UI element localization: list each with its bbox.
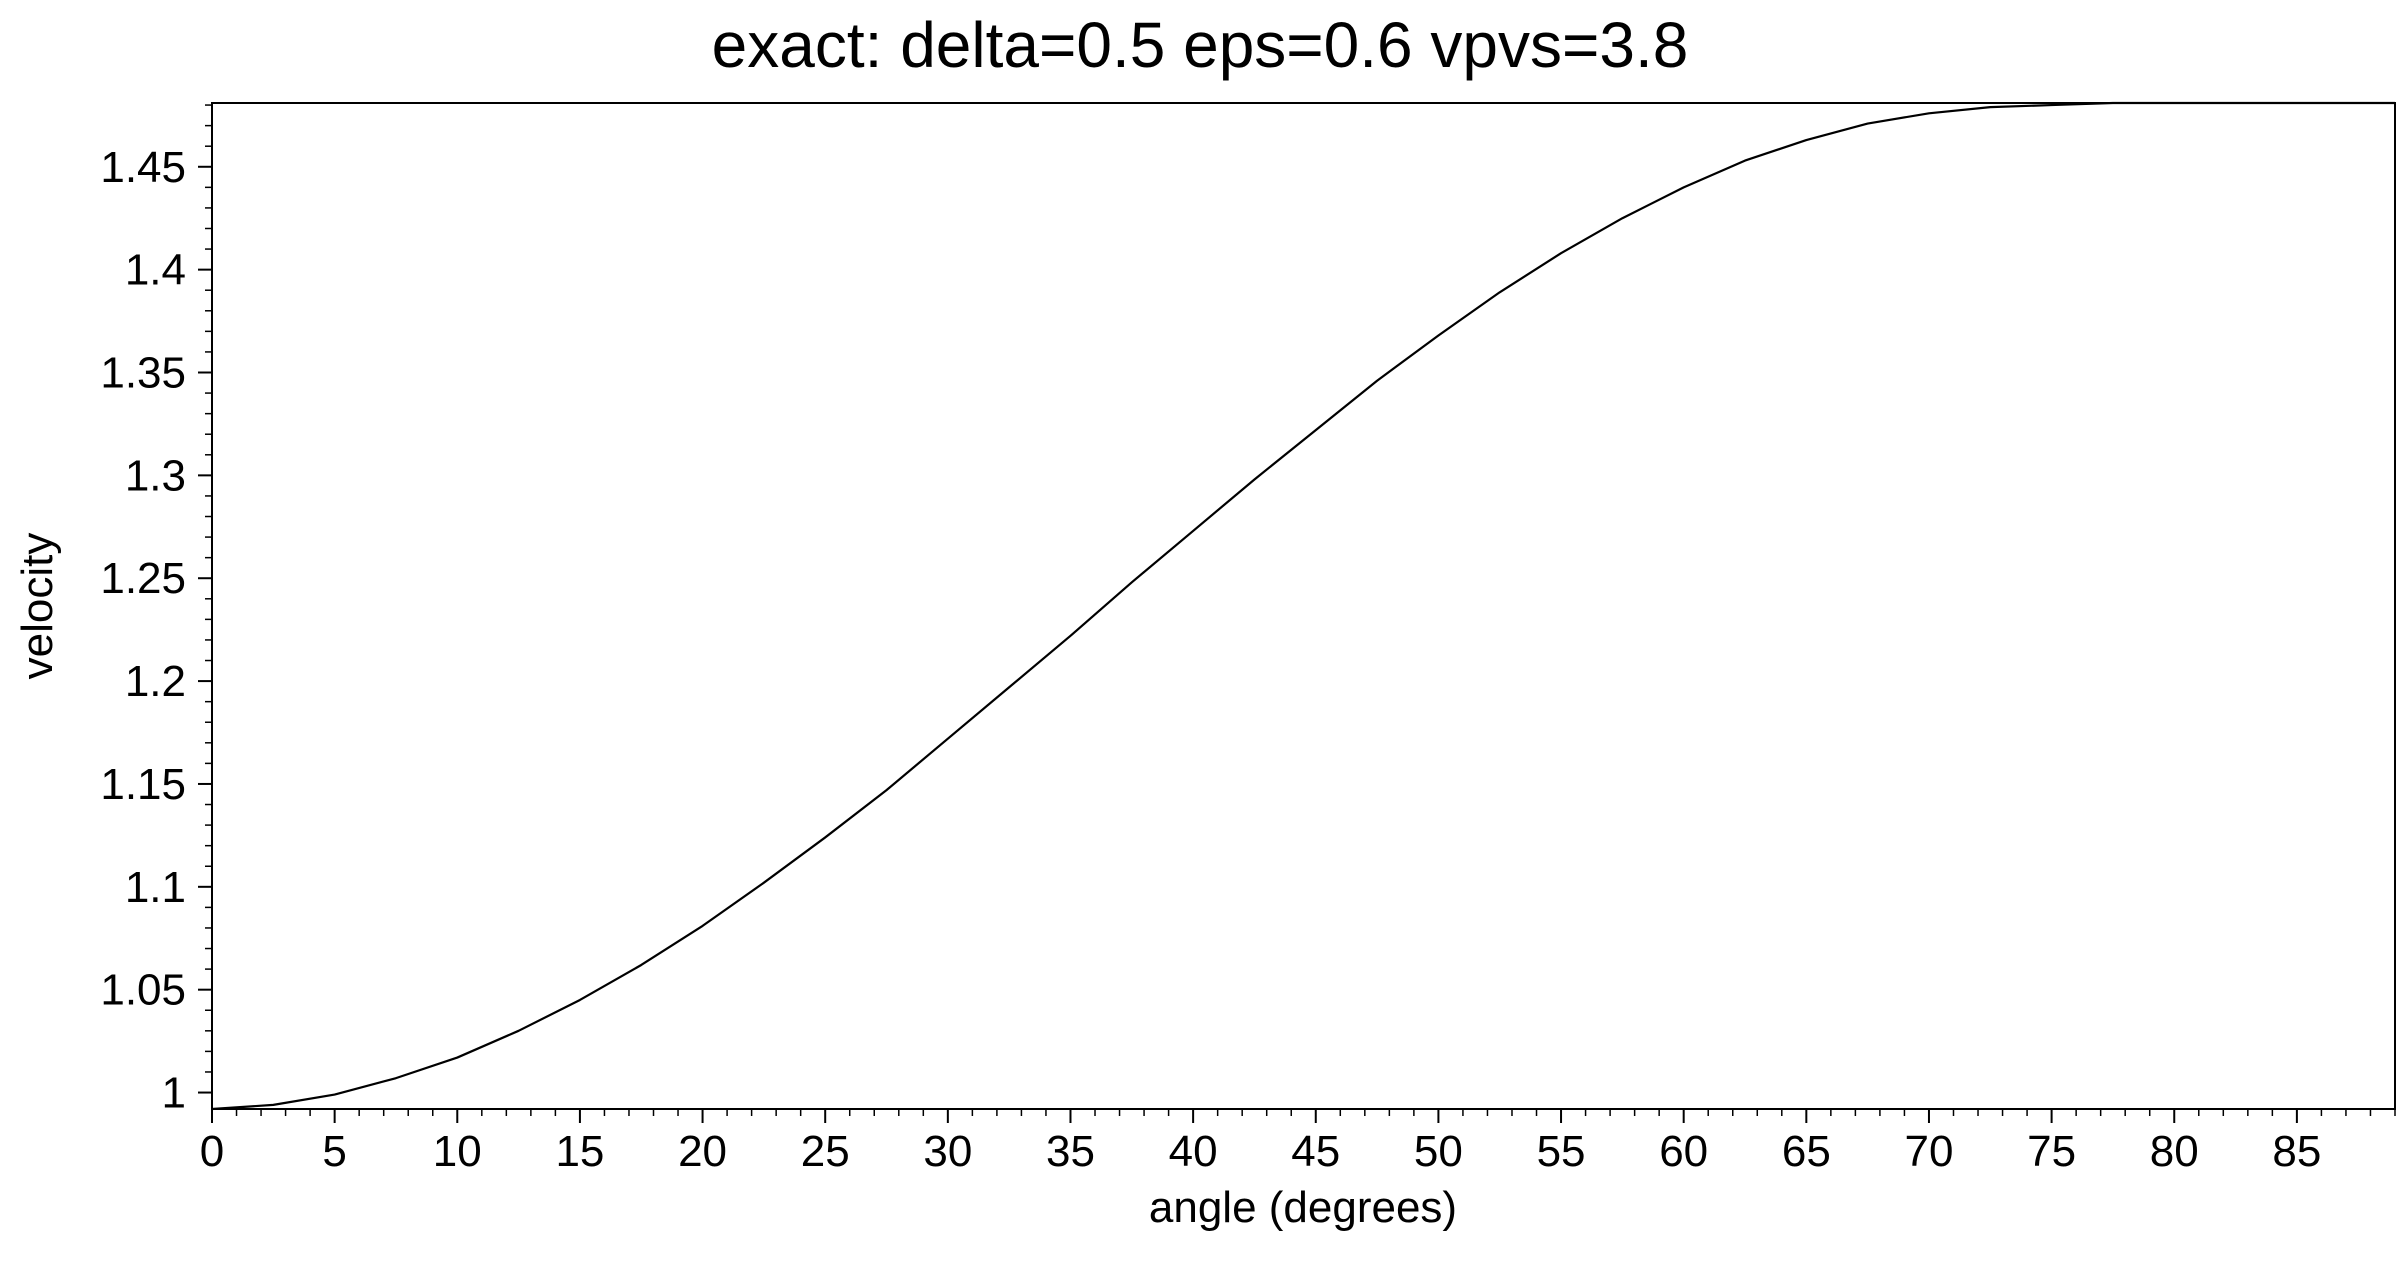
x-tick-label: 30 <box>923 1127 972 1176</box>
x-tick-label: 60 <box>1659 1127 1708 1176</box>
x-tick-label: 50 <box>1414 1127 1463 1176</box>
y-tick-label: 1.1 <box>125 863 186 912</box>
y-tick-label: 1.15 <box>100 760 186 809</box>
series-line-0 <box>211 101 2395 1111</box>
x-tick-label: 70 <box>1904 1127 1953 1176</box>
x-tick-label: 65 <box>1782 1127 1831 1176</box>
y-tick-label: 1 <box>162 1069 186 1118</box>
y-tick-label: 1.3 <box>125 451 186 500</box>
y-tick-label: 1.05 <box>100 966 186 1015</box>
series-layer <box>211 101 2395 1111</box>
y-axis-label: velocity <box>13 533 62 680</box>
x-tick-label: 75 <box>2027 1127 2076 1176</box>
y-tick-label: 1.25 <box>100 554 186 603</box>
y-axis-ticks: 1 1.05 1.1 1.15 1.2 1.25 1.3 1.35 1.4 1.45 <box>100 104 212 1118</box>
x-tick-label: 45 <box>1291 1127 1340 1176</box>
x-tick-label: 25 <box>801 1127 850 1176</box>
x-tick-label: 40 <box>1169 1127 1218 1176</box>
x-tick-label: 5 <box>322 1127 346 1176</box>
x-tick-label: 10 <box>433 1127 482 1176</box>
x-tick-label: 80 <box>2150 1127 2199 1176</box>
plot-frame <box>211 102 2396 1110</box>
y-tick-label: 1.45 <box>100 143 186 192</box>
y-tick-label: 1.35 <box>100 349 186 398</box>
x-tick-label: 35 <box>1046 1127 1095 1176</box>
y-tick-label: 1.2 <box>125 657 186 706</box>
x-axis-ticks: 0 5 10 15 20 25 30 35 40 45 50 55 60 65 70 75 80 85 <box>200 1109 2396 1176</box>
x-tick-label: 0 <box>200 1127 224 1176</box>
chart-title: exact: delta=0.5 eps=0.6 vpvs=3.8 <box>712 9 1689 81</box>
x-axis-label: angle (degrees) <box>1149 1183 1457 1232</box>
y-tick-label: 1.4 <box>125 246 186 295</box>
x-tick-label: 55 <box>1537 1127 1586 1176</box>
x-tick-label: 20 <box>678 1127 727 1176</box>
x-tick-label: 85 <box>2272 1127 2321 1176</box>
x-tick-label: 15 <box>555 1127 604 1176</box>
